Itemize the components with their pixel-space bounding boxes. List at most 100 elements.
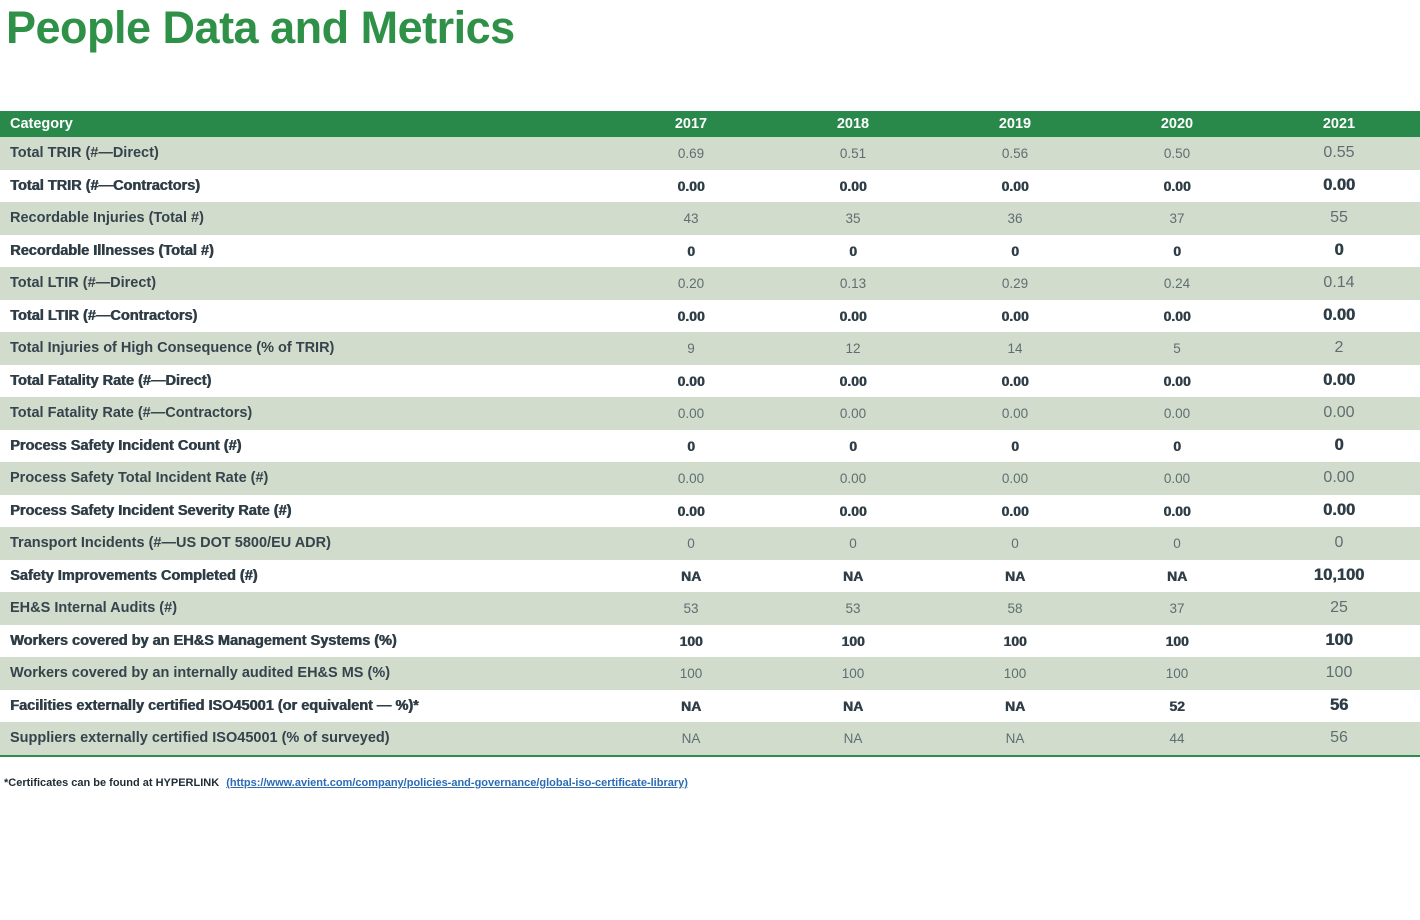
value-cell: 0	[849, 437, 857, 454]
value-cell: 0	[1173, 437, 1181, 454]
table-row: Workers covered by an EH&S Management Sy…	[0, 624, 1420, 657]
category-cell: Suppliers externally certified ISO45001 …	[10, 730, 390, 747]
table-row: Transport Incidents (#—US DOT 5800/EU AD…	[0, 527, 1420, 560]
value-cell: 12	[845, 340, 861, 356]
value-cell: 0.00	[839, 307, 867, 324]
column-header-2017: 2017	[674, 116, 708, 132]
category-cell: Total Injuries of High Consequence (% of…	[10, 340, 335, 357]
value-cell: 0.00	[839, 470, 867, 486]
value-cell: 58	[1007, 600, 1023, 616]
category-cell: Process Safety Total Incident Rate (#)	[10, 470, 269, 487]
table-row: Process Safety Total Incident Rate (#) 0.…	[0, 462, 1420, 495]
value-cell: 0.00	[1163, 405, 1191, 421]
table-row: Total TRIR (#—Contractors) 0.00 0.00 0.00 0.…	[0, 169, 1420, 202]
value-cell: 0	[849, 535, 857, 551]
category-cell: Total TRIR (#—Direct)	[10, 145, 159, 162]
value-cell: NA	[680, 697, 702, 714]
value-cell: 0.50	[1163, 145, 1191, 161]
value-cell: 0.14	[1323, 274, 1355, 292]
value-cell: 100	[841, 632, 865, 649]
category-cell: Process Safety Incident Count (#)	[10, 437, 242, 454]
category-cell: Workers covered by an EH&S Management Sy…	[10, 632, 397, 649]
category-cell: Safety Improvements Completed (#)	[10, 567, 258, 584]
value-cell: 0	[1011, 242, 1019, 259]
value-cell: 53	[845, 600, 861, 616]
value-cell: NA	[1166, 567, 1188, 584]
value-cell: 0	[1334, 436, 1344, 455]
value-cell: 100	[1325, 664, 1353, 682]
value-cell: 0	[687, 437, 695, 454]
value-cell: 100	[841, 665, 865, 681]
value-cell: 0.56	[1001, 145, 1029, 161]
value-cell: 52	[1169, 697, 1185, 714]
value-cell: NA	[842, 567, 864, 584]
column-header-2019: 2019	[998, 116, 1032, 132]
value-cell: NA	[1004, 697, 1026, 714]
value-cell: 0.00	[1322, 176, 1356, 195]
value-cell: 100	[1003, 665, 1027, 681]
value-cell: 100	[1325, 631, 1353, 650]
value-cell: 0.00	[839, 177, 867, 194]
value-cell: 0.00	[1163, 470, 1191, 486]
value-cell: 9	[687, 340, 695, 356]
category-cell: Facilities externally certified ISO45001…	[10, 697, 419, 714]
value-cell: 0.51	[839, 145, 867, 161]
value-cell: 0.00	[1163, 502, 1191, 519]
table-body: Total TRIR (#—Direct) 0.69 0.51 0.56 0.50 0.5…	[0, 137, 1420, 755]
table-row: Facilities externally certified ISO45001…	[0, 689, 1420, 722]
value-cell: 0.00	[1001, 372, 1029, 389]
category-cell: Recordable Illnesses (Total #)	[10, 242, 214, 259]
footnote: *Certificates can be found at HYPERLINK …	[4, 777, 688, 789]
value-cell: 36	[1007, 210, 1023, 226]
value-cell: 0.24	[1163, 275, 1191, 291]
value-cell: NA	[842, 697, 864, 714]
value-cell: 100	[679, 632, 703, 649]
value-cell: NA	[680, 567, 702, 584]
table-row: EH&S Internal Audits (#) 53 53 58 37 25	[0, 592, 1420, 625]
value-cell: 100	[1165, 632, 1189, 649]
value-cell: 0.55	[1323, 144, 1355, 162]
category-cell: Process Safety Incident Severity Rate (#…	[10, 502, 292, 519]
value-cell: 44	[1169, 730, 1185, 746]
footnote-text: *Certificates can be found at HYPERLINK	[4, 777, 223, 789]
category-cell: Total Fatality Rate (#—Direct)	[10, 372, 212, 389]
value-cell: 0.00	[1001, 307, 1029, 324]
value-cell: 0.00	[1001, 502, 1029, 519]
value-cell: 0	[687, 242, 695, 259]
value-cell: 56	[1330, 729, 1348, 747]
iso-certificate-link[interactable]: (https://www.avient.com/company/policies…	[226, 777, 688, 789]
value-cell: 55	[1330, 209, 1348, 227]
value-cell: 37	[1169, 210, 1185, 226]
people-data-table: Category 2017 2018 2019 2020 2021 Total …	[0, 111, 1420, 757]
value-cell: 0.00	[839, 372, 867, 389]
value-cell: 0.00	[1322, 501, 1356, 520]
value-cell: 0.00	[839, 405, 867, 421]
page-title: People Data and Metrics	[6, 2, 515, 53]
value-cell: 0.00	[677, 405, 705, 421]
value-cell: NA	[1004, 567, 1026, 584]
table-row: Total Fatality Rate (#—Contractors) 0.00 0…	[0, 397, 1420, 430]
column-header-category: Category	[10, 116, 73, 132]
category-cell: Recordable Injuries (Total #)	[10, 210, 204, 227]
value-cell: 53	[683, 600, 699, 616]
value-cell: 0	[1173, 242, 1181, 259]
value-cell: 0	[1334, 241, 1344, 260]
table-header-row: Category 2017 2018 2019 2020 2021	[0, 111, 1420, 137]
value-cell: 0.00	[677, 177, 705, 194]
value-cell: 0.00	[1323, 469, 1355, 487]
value-cell: 37	[1169, 600, 1185, 616]
value-cell: 0.00	[677, 470, 705, 486]
category-cell: Transport Incidents (#—US DOT 5800/EU AD…	[10, 535, 331, 552]
value-cell: 2	[1334, 339, 1344, 357]
value-cell: 5	[1173, 340, 1181, 356]
value-cell: 0.00	[1001, 470, 1029, 486]
table-row: Total LTIR (#—Contractors) 0.00 0.00 0.00 0.…	[0, 299, 1420, 332]
value-cell: 0.00	[1163, 307, 1191, 324]
category-cell: Workers covered by an internally audited…	[10, 665, 391, 682]
table-row: Suppliers externally certified ISO45001 …	[0, 722, 1420, 755]
category-cell: Total Fatality Rate (#—Contractors)	[10, 405, 253, 422]
value-cell: 10,100	[1313, 566, 1365, 585]
value-cell: 0.00	[1322, 306, 1356, 325]
value-cell: NA	[681, 730, 701, 746]
